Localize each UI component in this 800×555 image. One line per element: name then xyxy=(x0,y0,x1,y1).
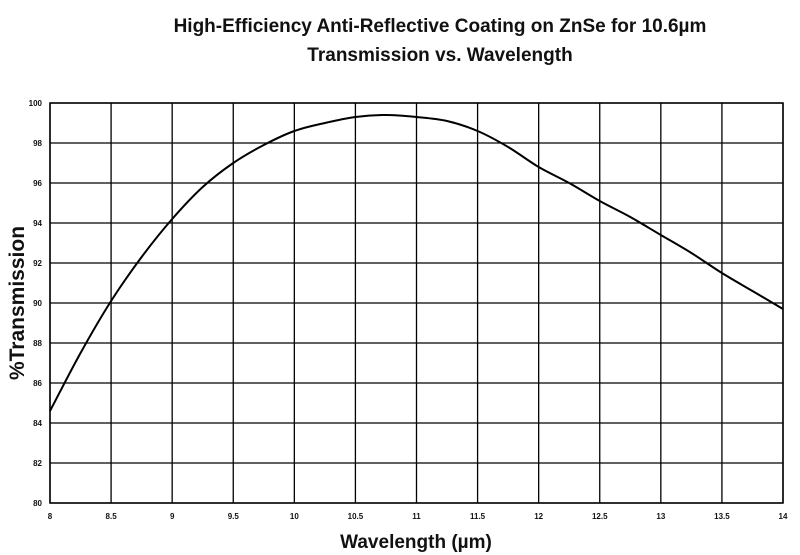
x-tick-label: 10.5 xyxy=(348,512,364,521)
y-tick-label: 98 xyxy=(33,139,42,148)
x-tick-label: 11 xyxy=(412,512,421,521)
grid-lines xyxy=(49,102,784,504)
x-tick-label: 14 xyxy=(779,512,788,521)
y-tick-label: 94 xyxy=(33,219,42,228)
x-tick-label: 11.5 xyxy=(470,512,486,521)
y-tick-label: 100 xyxy=(29,99,43,108)
y-tick-label: 90 xyxy=(33,299,42,308)
y-tick-label: 84 xyxy=(33,419,42,428)
y-tick-labels: 80 82 84 86 88 90 92 94 96 98 100 xyxy=(29,99,43,508)
x-tick-label: 8.5 xyxy=(106,512,118,521)
x-axis-title: Wavelength (µm) xyxy=(340,532,492,553)
y-tick-label: 88 xyxy=(33,339,42,348)
x-tick-labels: 8 8.5 9 9.5 10 10.5 11 11.5 12 12.5 13 13.5 14 xyxy=(48,512,788,521)
x-tick-label: 9.5 xyxy=(228,512,240,521)
x-tick-label: 13 xyxy=(656,512,665,521)
y-tick-label: 96 xyxy=(33,179,42,188)
x-tick-label: 8 xyxy=(48,512,53,521)
y-tick-label: 82 xyxy=(33,459,42,468)
x-tick-label: 13.5 xyxy=(714,512,730,521)
y-tick-label: 86 xyxy=(33,379,42,388)
chart-title: High-Efficiency Anti-Reflective Coating … xyxy=(173,16,707,37)
x-tick-label: 10 xyxy=(290,512,299,521)
y-axis-title: %Transmission xyxy=(6,226,29,380)
y-tick-label: 80 xyxy=(33,499,42,508)
chart-subtitle: Transmission vs. Wavelength xyxy=(307,45,573,66)
x-tick-label: 9 xyxy=(170,512,175,521)
series-group xyxy=(49,113,784,412)
x-tick-label: 12.5 xyxy=(592,512,608,521)
x-tick-label: 12 xyxy=(534,512,543,521)
y-tick-label: 92 xyxy=(33,259,42,268)
